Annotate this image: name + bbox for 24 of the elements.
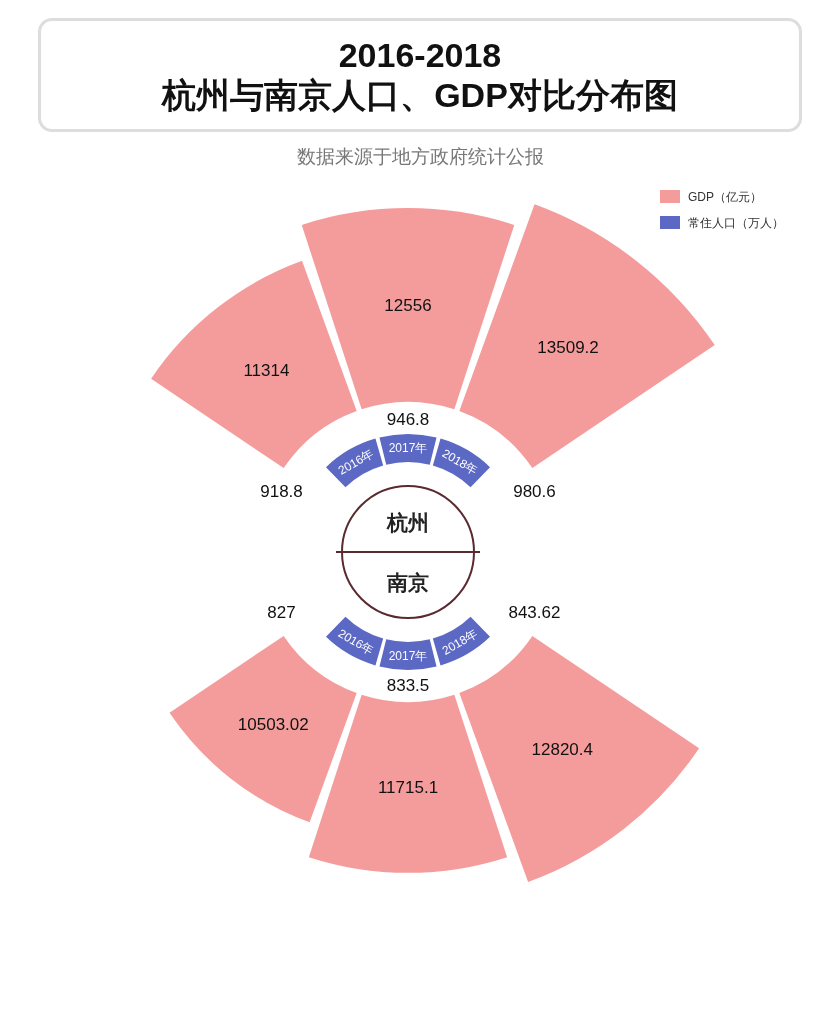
category-label: 2017年 bbox=[388, 649, 428, 663]
data-label: 843.62 bbox=[508, 602, 561, 622]
data-label: 827 bbox=[267, 602, 296, 622]
legend-label: GDP（亿元） bbox=[688, 190, 763, 204]
data-label: 11314 bbox=[243, 361, 290, 381]
category-label: 2016年 bbox=[335, 446, 377, 478]
data-label: 13509.2 bbox=[537, 337, 599, 357]
legend-label: 常住人口（万人） bbox=[688, 216, 784, 230]
category-label: 2017年 bbox=[388, 441, 428, 455]
data-label: 12556 bbox=[384, 295, 432, 315]
data-label: 10503.02 bbox=[237, 714, 309, 734]
category-label: 2016年 bbox=[335, 626, 377, 658]
text: 数据来源于地方政府统计公报 bbox=[295, 145, 545, 169]
data-label: 946.8 bbox=[386, 409, 430, 429]
data-label: 12820.4 bbox=[531, 739, 593, 759]
data-label: 11715.1 bbox=[377, 777, 439, 797]
category-label: 2018年 bbox=[439, 626, 481, 658]
text: 2016-2018 杭州与南京人口、GDP对比分布图 bbox=[38, 18, 802, 132]
text: 杭州 bbox=[386, 510, 429, 534]
data-label: 833.5 bbox=[386, 675, 430, 695]
text: 南京 bbox=[386, 570, 429, 594]
data-label: 980.6 bbox=[513, 482, 556, 502]
data-label: 918.8 bbox=[260, 482, 303, 502]
category-label: 2018年 bbox=[439, 446, 481, 478]
